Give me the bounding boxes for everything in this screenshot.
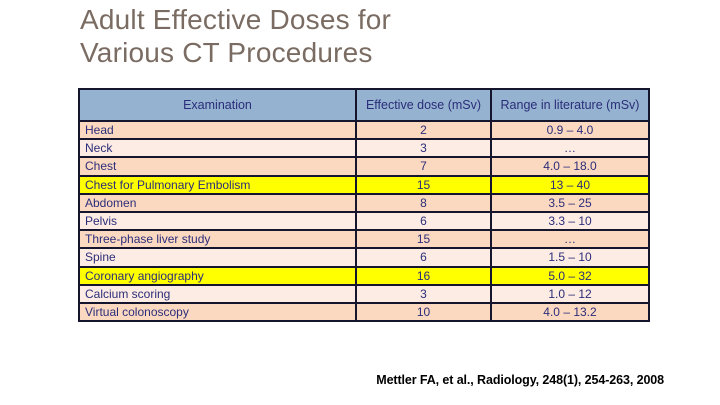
cell-effective-dose: 8 (355, 192, 492, 213)
cell-examination: Chest for Pulmonary Embolism (78, 174, 357, 195)
table-row: Coronary angiography 16 5.0 – 32 (78, 265, 650, 286)
cell-examination: Virtual colonoscopy (78, 301, 357, 323)
cell-effective-dose: 6 (355, 247, 492, 268)
cell-examination: Head (78, 119, 357, 141)
citation: Mettler FA, et al., Radiology, 248(1), 2… (376, 373, 664, 387)
table-row: Calcium scoring 3 1.0 – 12 (78, 283, 650, 304)
cell-range: … (490, 229, 650, 250)
table-row: Three-phase liver study 15… (78, 229, 650, 250)
col-header-range-in-literature: Range in literature (mSv) (490, 88, 650, 122)
slide-title-line1: Adult Effective Doses for (80, 4, 392, 35)
table-header-row: Examination Effective dose (mSv) Range i… (78, 88, 650, 122)
cell-effective-dose: 7 (355, 156, 492, 177)
cell-examination: Chest (78, 156, 357, 177)
cell-effective-dose: 15 (355, 229, 492, 250)
cell-examination: Spine (78, 247, 357, 268)
cell-examination: Three-phase liver study (78, 229, 357, 250)
col-header-examination: Examination (78, 88, 357, 122)
cell-range: 3.3 – 10 (490, 210, 650, 232)
cell-effective-dose: 10 (355, 301, 492, 323)
table-row: Pelvis 6 3.3 – 10 (78, 210, 650, 232)
table-row: Abdomen 8 3.5 – 25 (78, 192, 650, 213)
cell-range: 4.0 – 18.0 (490, 156, 650, 177)
table-row: Spine 6 1.5 – 10 (78, 247, 650, 268)
cell-examination: Calcium scoring (78, 283, 357, 304)
cell-range: 1.0 – 12 (490, 283, 650, 304)
slide-title-line2: Various CT Procedures (80, 37, 373, 68)
cell-range: 0.9 – 4.0 (490, 119, 650, 141)
table-header: Examination Effective dose (mSv) Range i… (78, 88, 650, 122)
ct-dose-table: Examination Effective dose (mSv) Range i… (78, 88, 650, 323)
table-row: Neck 3… (78, 138, 650, 159)
cell-effective-dose: 2 (355, 119, 492, 141)
table-row: Head 2 0.9 – 4.0 (78, 119, 650, 141)
cell-effective-dose: 3 (355, 138, 492, 159)
cell-range: 4.0 – 13.2 (490, 301, 650, 323)
cell-range: 1.5 – 10 (490, 247, 650, 268)
cell-range: 5.0 – 32 (490, 265, 650, 286)
cell-range: 13 – 40 (490, 174, 650, 195)
table-row: Chest for Pulmonary Embolism 15 13 – 40 (78, 174, 650, 195)
cell-examination: Neck (78, 138, 357, 159)
col-header-effective-dose: Effective dose (mSv) (355, 88, 492, 122)
cell-effective-dose: 15 (355, 174, 492, 195)
slide-title: Adult Effective Doses for Various CT Proc… (80, 3, 391, 69)
cell-range: … (490, 138, 650, 159)
cell-effective-dose: 16 (355, 265, 492, 286)
cell-examination: Coronary angiography (78, 265, 357, 286)
cell-examination: Abdomen (78, 192, 357, 213)
cell-range: 3.5 – 25 (490, 192, 650, 213)
table-body: Head 2 0.9 – 4.0 Neck 3… Chest 7 4.0 – 18.0 Ches… (78, 119, 650, 323)
table-row: Chest 7 4.0 – 18.0 (78, 156, 650, 177)
cell-effective-dose: 6 (355, 210, 492, 232)
cell-examination: Pelvis (78, 210, 357, 232)
cell-effective-dose: 3 (355, 283, 492, 304)
table-row: Virtual colonoscopy 10 4.0 – 13.2 (78, 301, 650, 323)
